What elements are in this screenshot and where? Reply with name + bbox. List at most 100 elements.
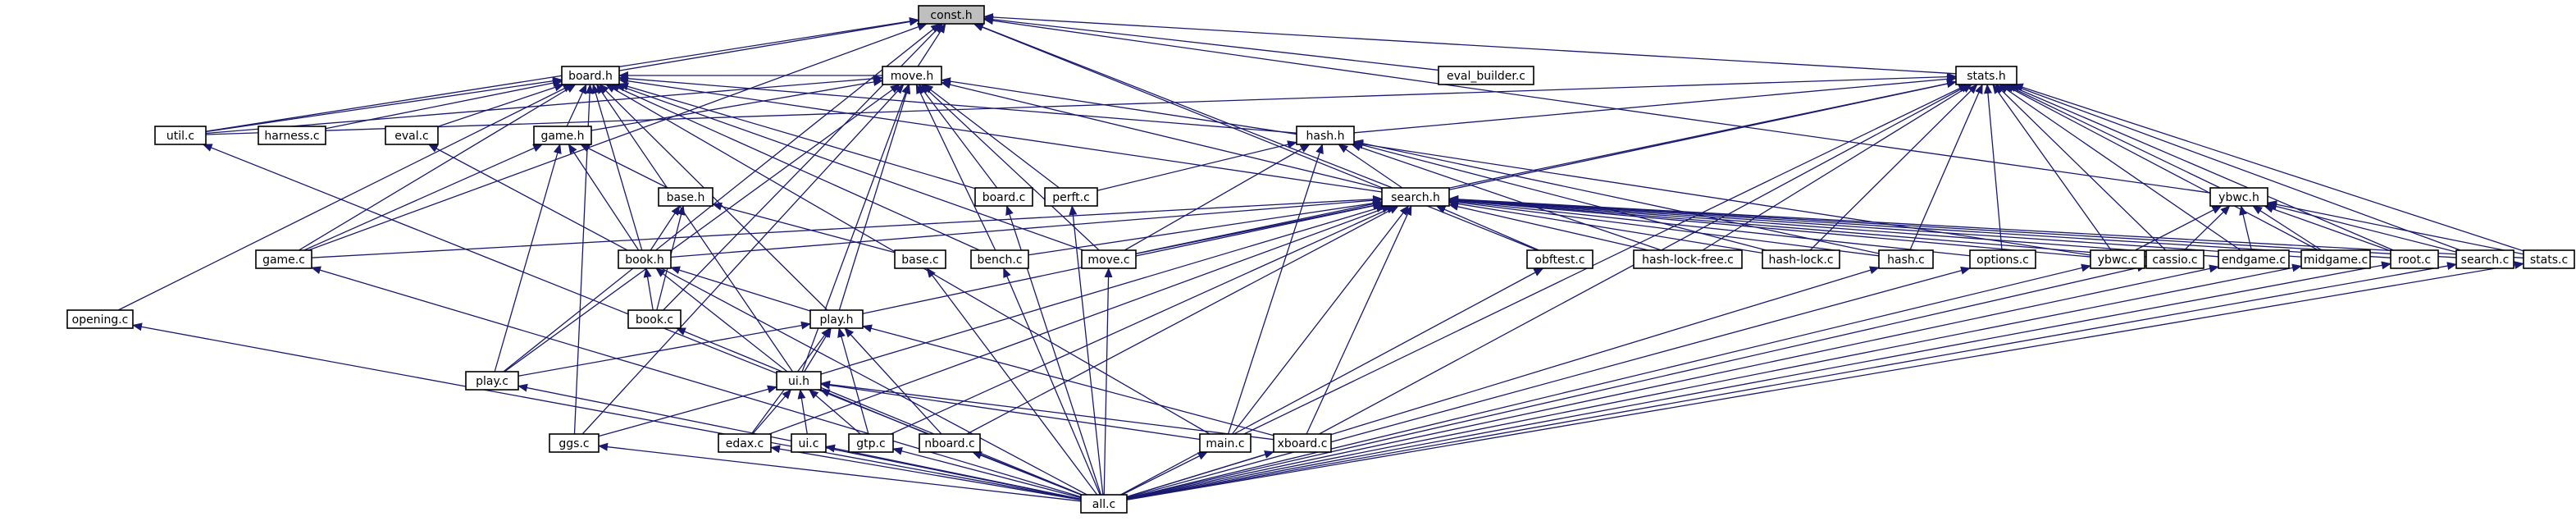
node-eval-builder-c[interactable]: eval_builder.c: [1438, 66, 1534, 85]
node-hash-lock-c[interactable]: hash-lock.c: [1762, 249, 1840, 269]
node-box: [258, 126, 326, 145]
node-endgame-c[interactable]: endgame.c: [2218, 249, 2290, 269]
edge-game-c-to-search-h: [311, 194, 1383, 258]
node-move-c[interactable]: move.c: [1081, 249, 1137, 269]
node-label: board.h: [568, 70, 613, 83]
node-ui-h[interactable]: ui.h: [776, 371, 822, 391]
node-box: [848, 433, 894, 453]
node-label: bench.c: [977, 254, 1022, 267]
node-bench-c[interactable]: bench.c: [970, 249, 1029, 269]
edge-board-h-to-const-h: [618, 17, 919, 71]
node-play-h[interactable]: play.h: [809, 309, 864, 329]
node-util-c[interactable]: util.c: [154, 126, 207, 145]
node-box: [1878, 249, 1934, 269]
node-stats-h[interactable]: stats.h: [1955, 66, 2017, 85]
node-obftest-c[interactable]: obftest.c: [1526, 249, 1593, 269]
edge-play-c-to-const-h: [503, 23, 941, 372]
edge-base-c-to-base-h: [712, 202, 896, 254]
node-const-h[interactable]: const.h: [918, 5, 985, 25]
node-ui-c[interactable]: ui.c: [791, 433, 827, 453]
node-all-c[interactable]: all.c: [1080, 494, 1128, 514]
node-search-h[interactable]: search.h: [1381, 187, 1450, 207]
edge-cassio-c-to-search-h: [1448, 196, 2147, 258]
node-cassio-c[interactable]: cassio.c: [2145, 249, 2204, 269]
edge-hash-h-to-board-h: [618, 74, 1297, 134]
edge-gtp-c-to-play-h: [837, 327, 869, 435]
node-game-c[interactable]: game.c: [255, 249, 312, 269]
edge-endgame-c-to-ybwc-h: [2239, 205, 2253, 251]
node-label: base.c: [901, 254, 939, 267]
node-label: harness.c: [264, 130, 319, 143]
node-label: stats.h: [1967, 70, 2005, 83]
node-eval-c[interactable]: eval.c: [385, 126, 439, 145]
node-base-c[interactable]: base.c: [894, 249, 946, 269]
edge-util-c-to-stats-h: [205, 72, 1957, 135]
node-board-h[interactable]: board.h: [561, 66, 620, 85]
node-ybwc-c[interactable]: ybwc.c: [2090, 249, 2145, 269]
node-box: [465, 371, 519, 391]
node-game-h[interactable]: game.h: [533, 126, 592, 145]
edge-ggs-c-to-ui-h: [598, 385, 777, 437]
edge-play-c-to-game-h: [494, 144, 562, 372]
edge-search-c-to-ybwc-h: [2267, 202, 2457, 253]
edge-midgame-c-to-ybwc-h: [2252, 205, 2323, 251]
node-xboard-c[interactable]: xboard.c: [1273, 433, 1332, 453]
node-perft-c[interactable]: perft.c: [1044, 187, 1098, 207]
node-base-h[interactable]: base.h: [658, 187, 714, 207]
node-main-c[interactable]: main.c: [1199, 433, 1252, 453]
edge-hash-lock-c-to-stats-h: [1809, 84, 1978, 251]
node-opening-c[interactable]: opening.c: [66, 309, 134, 329]
node-search-c[interactable]: search.c: [2455, 249, 2514, 269]
node-label: search.h: [1391, 191, 1440, 204]
node-harness-c[interactable]: harness.c: [258, 126, 326, 145]
edge-move-c-to-hash-h: [1124, 144, 1311, 251]
edge-all-c-to-book-c: [675, 327, 1083, 496]
node-box: [549, 433, 600, 453]
edge-endgame-c-to-stats-h: [1999, 84, 2241, 251]
edge-endgame-c-to-search-h: [1448, 195, 2219, 258]
edge-hash-c-to-stats-h: [1909, 84, 1983, 251]
node-root-c[interactable]: root.c: [2390, 249, 2439, 269]
node-book-h[interactable]: book.h: [618, 249, 672, 269]
edge-stats-c-to-ybwc-h: [2267, 200, 2524, 255]
node-stats-c[interactable]: stats.c: [2523, 249, 2575, 269]
node-options-c[interactable]: options.c: [1969, 249, 2036, 269]
node-label: root.c: [2398, 254, 2431, 267]
node-label: util.c: [166, 130, 194, 143]
edge-opening-c-to-board-h: [117, 84, 573, 311]
edge-gtp-c-to-search-h: [891, 205, 1397, 435]
node-ggs-c[interactable]: ggs.c: [549, 433, 600, 453]
node-box: [255, 249, 312, 269]
node-play-c[interactable]: play.c: [465, 371, 519, 391]
node-hash-h[interactable]: hash.h: [1296, 126, 1355, 145]
node-move-h[interactable]: move.h: [882, 66, 942, 85]
edge-game-c-to-const-h: [308, 23, 928, 251]
edge-perft-c-to-move-h: [923, 84, 1060, 189]
edge-gtp-c-to-ui-h: [808, 389, 861, 435]
node-box: [2090, 249, 2145, 269]
node-book-c[interactable]: book.c: [627, 309, 682, 329]
node-board-c[interactable]: board.c: [974, 187, 1033, 207]
node-label: ggs.c: [559, 437, 589, 450]
node-midgame-c[interactable]: midgame.c: [2300, 249, 2371, 269]
edge-xboard-c-to-search-h: [1306, 205, 1412, 435]
node-box: [1296, 126, 1355, 145]
node-box: [66, 309, 134, 329]
node-ybwc-h[interactable]: ybwc.h: [2209, 187, 2268, 207]
edge-book-h-to-base-h: [650, 205, 681, 251]
node-hash-c[interactable]: hash.c: [1878, 249, 1934, 269]
node-box: [2300, 249, 2371, 269]
edge-nboard-c-to-search-h: [966, 205, 1400, 435]
node-edax-c[interactable]: edax.c: [718, 433, 772, 453]
edge-midgame-c-to-search-h: [1448, 195, 2302, 258]
node-nboard-c[interactable]: nboard.c: [919, 433, 981, 453]
edge-eval-c-to-board-h: [437, 83, 565, 127]
edge-all-c-to-ybwc-c: [1126, 263, 2091, 499]
node-box: [776, 371, 822, 391]
edge-move-c-to-search-h: [1135, 201, 1383, 254]
edge-perft-c-to-hash-h: [1097, 140, 1297, 191]
edge-root-c-to-ybwc-h: [2264, 204, 2391, 252]
node-box: [2145, 249, 2204, 269]
node-hash-lock-free-c[interactable]: hash-lock-free.c: [1633, 249, 1743, 269]
node-gtp-c[interactable]: gtp.c: [848, 433, 894, 453]
